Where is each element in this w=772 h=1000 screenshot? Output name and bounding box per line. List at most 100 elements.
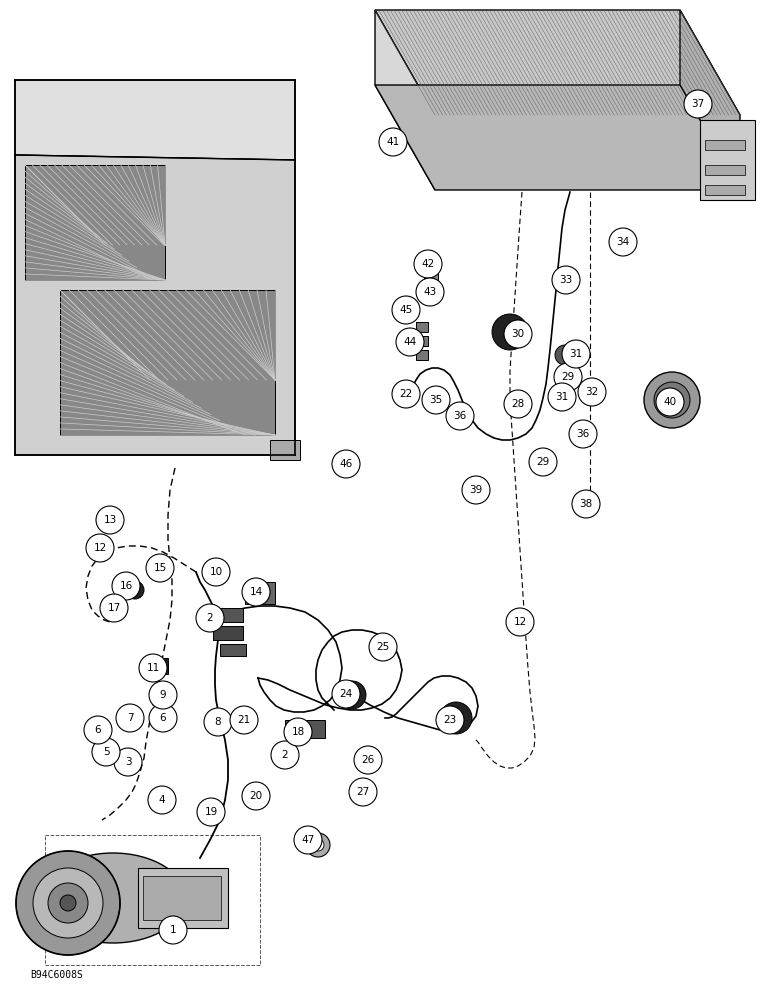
Bar bbox=[215, 608, 243, 622]
Circle shape bbox=[552, 266, 580, 294]
Circle shape bbox=[114, 748, 142, 776]
Circle shape bbox=[578, 378, 606, 406]
Text: 2: 2 bbox=[282, 750, 288, 760]
Bar bbox=[245, 582, 275, 604]
Text: 38: 38 bbox=[579, 499, 593, 509]
Circle shape bbox=[271, 741, 299, 769]
Text: 16: 16 bbox=[120, 581, 133, 591]
Text: 3: 3 bbox=[125, 757, 131, 767]
Text: 15: 15 bbox=[154, 563, 167, 573]
Circle shape bbox=[284, 718, 312, 746]
Text: 17: 17 bbox=[107, 603, 120, 613]
Text: 5: 5 bbox=[103, 747, 110, 757]
Circle shape bbox=[656, 388, 684, 416]
Text: 29: 29 bbox=[561, 372, 574, 382]
Circle shape bbox=[504, 390, 532, 418]
Circle shape bbox=[392, 380, 420, 408]
Text: 31: 31 bbox=[570, 349, 583, 359]
Text: 26: 26 bbox=[361, 755, 374, 765]
Text: 41: 41 bbox=[386, 137, 400, 147]
Text: 6: 6 bbox=[95, 725, 101, 735]
Circle shape bbox=[116, 704, 144, 732]
Circle shape bbox=[100, 594, 128, 622]
Text: 40: 40 bbox=[663, 397, 676, 407]
Text: 27: 27 bbox=[357, 787, 370, 797]
Circle shape bbox=[436, 706, 464, 734]
Circle shape bbox=[112, 572, 140, 600]
Bar bbox=[220, 644, 246, 656]
Text: B94C6008S: B94C6008S bbox=[30, 970, 83, 980]
Circle shape bbox=[440, 702, 472, 734]
Text: 18: 18 bbox=[291, 727, 305, 737]
Circle shape bbox=[392, 296, 420, 324]
Text: 29: 29 bbox=[537, 457, 550, 467]
Bar bbox=[270, 440, 300, 460]
Circle shape bbox=[86, 534, 114, 562]
Circle shape bbox=[554, 387, 570, 403]
Circle shape bbox=[664, 392, 680, 408]
Circle shape bbox=[422, 386, 450, 414]
Circle shape bbox=[555, 345, 575, 365]
Text: 47: 47 bbox=[301, 835, 315, 845]
Text: 36: 36 bbox=[577, 429, 590, 439]
Text: 6: 6 bbox=[160, 713, 166, 723]
Bar bbox=[705, 165, 745, 175]
Polygon shape bbox=[375, 10, 435, 190]
Circle shape bbox=[578, 492, 598, 512]
Circle shape bbox=[306, 833, 330, 857]
Circle shape bbox=[576, 426, 588, 438]
Circle shape bbox=[430, 394, 442, 406]
Text: 20: 20 bbox=[249, 791, 262, 801]
Circle shape bbox=[684, 90, 712, 118]
Text: 7: 7 bbox=[127, 713, 134, 723]
Circle shape bbox=[92, 738, 120, 766]
Polygon shape bbox=[375, 10, 740, 115]
Circle shape bbox=[369, 633, 397, 661]
Circle shape bbox=[16, 851, 120, 955]
Text: 13: 13 bbox=[103, 515, 117, 525]
Text: 35: 35 bbox=[429, 395, 442, 405]
Text: 22: 22 bbox=[399, 389, 412, 399]
Polygon shape bbox=[15, 155, 295, 455]
Text: 31: 31 bbox=[555, 392, 569, 402]
Circle shape bbox=[230, 706, 258, 734]
Circle shape bbox=[159, 916, 187, 944]
Circle shape bbox=[456, 410, 468, 422]
Text: 24: 24 bbox=[340, 689, 353, 699]
Circle shape bbox=[446, 402, 474, 430]
Circle shape bbox=[416, 278, 444, 306]
Circle shape bbox=[572, 490, 600, 518]
Circle shape bbox=[149, 704, 177, 732]
Bar bbox=[424, 272, 438, 284]
Text: 1: 1 bbox=[170, 925, 176, 935]
Bar bbox=[424, 256, 438, 270]
Text: 44: 44 bbox=[404, 337, 417, 347]
Text: 37: 37 bbox=[692, 99, 705, 109]
Circle shape bbox=[242, 578, 270, 606]
Text: 12: 12 bbox=[93, 543, 107, 553]
Circle shape bbox=[554, 363, 582, 391]
Bar bbox=[705, 185, 745, 195]
Bar bbox=[416, 336, 428, 346]
Circle shape bbox=[506, 608, 534, 636]
Circle shape bbox=[569, 420, 597, 448]
Circle shape bbox=[332, 680, 360, 708]
Circle shape bbox=[609, 228, 637, 256]
Polygon shape bbox=[25, 165, 165, 280]
Circle shape bbox=[338, 681, 366, 709]
Circle shape bbox=[197, 798, 225, 826]
Text: 42: 42 bbox=[422, 259, 435, 269]
Text: 25: 25 bbox=[377, 642, 390, 652]
Text: 30: 30 bbox=[511, 329, 524, 339]
Circle shape bbox=[149, 681, 177, 709]
Circle shape bbox=[654, 382, 690, 418]
Text: 33: 33 bbox=[560, 275, 573, 285]
Text: 8: 8 bbox=[215, 717, 222, 727]
Bar bbox=[382, 636, 390, 656]
Bar bbox=[416, 322, 428, 332]
Polygon shape bbox=[375, 85, 740, 190]
Circle shape bbox=[204, 708, 232, 736]
Circle shape bbox=[529, 448, 557, 476]
Text: 4: 4 bbox=[159, 795, 165, 805]
Circle shape bbox=[504, 320, 532, 348]
